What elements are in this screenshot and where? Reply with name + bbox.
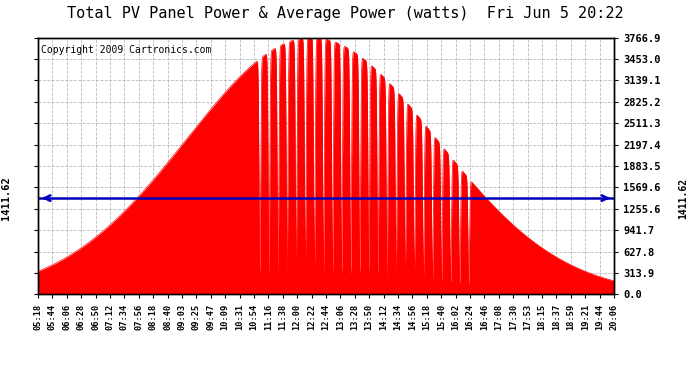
Text: 1411.62: 1411.62 [678, 177, 688, 219]
Text: 1411.62: 1411.62 [1, 176, 10, 220]
Text: Copyright 2009 Cartronics.com: Copyright 2009 Cartronics.com [41, 45, 211, 55]
Text: Total PV Panel Power & Average Power (watts)  Fri Jun 5 20:22: Total PV Panel Power & Average Power (wa… [67, 6, 623, 21]
